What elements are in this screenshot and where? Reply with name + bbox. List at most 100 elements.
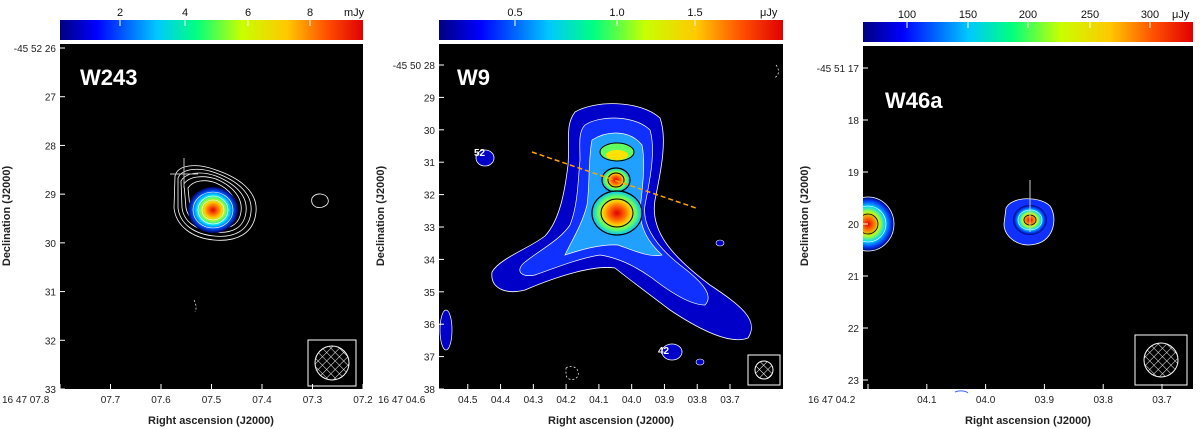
y-tick-label: -45 50 28 [393, 61, 436, 72]
y-ticks: -45 50 28 29 30 31 32 33 34 35 36 37 38 [393, 61, 444, 396]
colorbar-unit: μJy [1172, 9, 1190, 21]
y-tick-label: -45 51 17 [817, 64, 860, 75]
colorbar-tick-label: 1.0 [609, 7, 624, 19]
colorbar-tick-label: 6 [245, 7, 251, 19]
small-blob [695, 358, 705, 366]
x-tick-label: 07.5 [202, 395, 222, 406]
y-tick-label: -45 52 26 [14, 44, 57, 55]
colorbar [439, 20, 783, 40]
south-lobe-contour [600, 198, 634, 228]
y-tick-label: 33 [45, 385, 57, 396]
edge-source [863, 196, 895, 252]
colorbar-ticks: 0.5 1.0 1.5 [507, 7, 703, 26]
y-tick-label: 28 [45, 141, 57, 152]
x-tick-label: 04.0 [976, 395, 996, 406]
colorbar-tick-label: 8 [307, 7, 313, 19]
source-label-52: 52 [474, 148, 486, 159]
x-tick-label: 03.7 [1152, 395, 1172, 406]
colorbar-unit: mJy [344, 7, 365, 19]
colorbar-ticks: 100 150 200 250 300 [898, 9, 1159, 28]
x-tick-label: 07.4 [252, 395, 272, 406]
colorbar [863, 22, 1193, 42]
jet-axis-line [531, 151, 697, 209]
y-ticks: -45 52 26 27 28 29 30 31 32 33 [14, 44, 65, 396]
y-tick-label: 35 [424, 288, 436, 299]
beam-box [747, 354, 781, 386]
x-tick-label: 04.4 [491, 395, 511, 406]
source-emission [188, 187, 238, 233]
panel-title: W9 [457, 65, 490, 90]
x-tick-label: 04.1 [589, 395, 609, 406]
x-tick-label: 07.3 [303, 395, 323, 406]
x-ticks: 16 47 04.6 04.5 04.4 04.3 04.2 04.1 04.0 03.9 03… [378, 384, 740, 406]
colorbar-tick-label: 1.5 [687, 7, 702, 19]
source-42 [661, 343, 683, 361]
x-tick-label: 04.5 [458, 395, 478, 406]
x-tick-label: 07.6 [151, 395, 171, 406]
beam-ellipse [1143, 342, 1179, 378]
x-tick-label: 04.2 [556, 395, 576, 406]
panel-w9: 0.5 1.0 1.5 μJy 52 42 W9 16 47 04.6 04.5 04.… [375, 7, 783, 427]
y-ticks: -45 51 17 18 19 20 21 22 23 [817, 64, 868, 387]
x-tick-label: 04.0 [622, 395, 642, 406]
y-axis-label: Declination (J2000) [799, 166, 811, 267]
x-axis-label: Right ascension (J2000) [148, 415, 274, 427]
y-tick-label: 31 [424, 158, 436, 169]
colorbar-tick-label: 250 [1081, 9, 1099, 21]
small-contour [311, 193, 329, 208]
beam-ellipse [754, 360, 774, 380]
y-tick-label: 29 [45, 190, 57, 201]
y-tick-label: 36 [424, 320, 436, 331]
y-tick-label: 27 [45, 93, 57, 104]
panel-w46a: 100 150 200 250 300 μJy W46a 16 47 04.2 04.1 0… [799, 9, 1193, 427]
colorbar-ticks: 2 4 6 8 [117, 7, 313, 26]
x-ticks: 16 47 07.8 07.7 07.6 07.5 07.4 07.3 07.2 [2, 384, 373, 406]
y-tick-label: 30 [424, 126, 436, 137]
y-tick-label: 21 [848, 272, 860, 283]
y-tick-label: 22 [848, 324, 860, 335]
y-tick-label: 32 [45, 336, 57, 347]
colorbar [60, 20, 363, 40]
panel-title: W46a [885, 88, 943, 113]
negative-contour [193, 299, 197, 313]
beam-box [307, 339, 357, 387]
y-tick-label: 23 [848, 376, 860, 387]
x-axis-label: Right ascension (J2000) [965, 415, 1091, 427]
central-core-contour [607, 172, 625, 188]
y-tick-label: 29 [424, 93, 436, 104]
x-tick-label: 03.8 [687, 395, 707, 406]
source-52 [475, 149, 495, 167]
y-tick-label: 18 [848, 116, 860, 127]
beam-ellipse [314, 345, 350, 381]
panel-w243: 2 4 6 8 mJy W243 16 47 07.8 07.7 07.6 07.5 07.4… [1, 7, 373, 427]
colorbar-tick-label: 2 [117, 7, 123, 19]
small-blob [715, 239, 725, 247]
north-lobe-core [606, 150, 628, 160]
negative-contour [773, 64, 779, 79]
x-tick-label: 03.9 [655, 395, 675, 406]
colorbar-tick-label: 0.5 [507, 7, 522, 19]
colorbar-tick-label: 100 [898, 9, 916, 21]
x-ticks: 16 47 04.2 04.1 04.0 03.9 03.8 03.7 [808, 384, 1172, 406]
source-label-42: 42 [658, 346, 670, 357]
south-lobe [591, 190, 643, 236]
y-tick-label: 37 [424, 353, 436, 364]
x-tick-label: 16 47 04.2 [808, 395, 856, 406]
beam-box [1134, 334, 1188, 386]
y-tick-label: 19 [848, 168, 860, 179]
y-axis-label: Declination (J2000) [375, 166, 387, 267]
x-tick-label: 03.8 [1093, 395, 1113, 406]
x-tick-label: 04.1 [917, 395, 937, 406]
x-tick-label: 16 47 04.6 [378, 395, 426, 406]
colorbar-unit: μJy [760, 7, 778, 19]
x-tick-label: 07.7 [101, 395, 121, 406]
edge-emission [439, 309, 453, 351]
y-tick-label: 32 [424, 191, 436, 202]
y-tick-label: 38 [424, 385, 436, 396]
x-tick-label: 04.3 [524, 395, 544, 406]
negative-contour [565, 366, 579, 380]
x-axis-label: Right ascension (J2000) [548, 415, 674, 427]
y-tick-label: 31 [45, 288, 57, 299]
x-tick-label: 07.2 [353, 395, 373, 406]
y-tick-label: 34 [424, 255, 436, 266]
